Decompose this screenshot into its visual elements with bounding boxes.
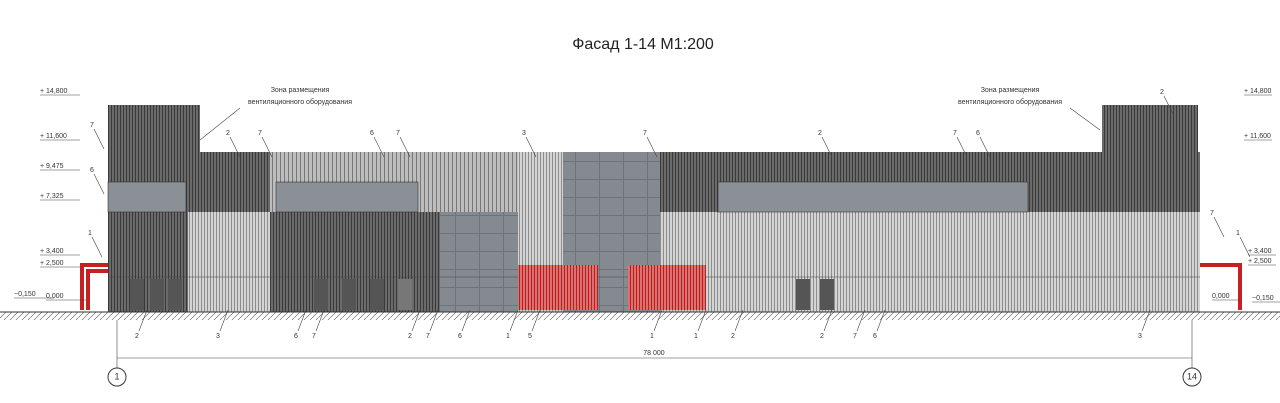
callout: 2 <box>820 333 824 340</box>
callout: 6 <box>294 333 298 340</box>
level-mark: + 14,800 <box>1244 88 1272 95</box>
callout: 2 <box>1160 89 1164 96</box>
building <box>0 105 1280 320</box>
callout: 6 <box>873 333 877 340</box>
leader <box>821 136 833 158</box>
leader <box>1239 236 1251 258</box>
leader <box>823 309 833 332</box>
level-mark: + 14,800 <box>40 88 68 95</box>
leader <box>93 128 105 150</box>
leader <box>697 309 707 332</box>
callout: 7 <box>643 130 647 137</box>
leader <box>199 107 241 141</box>
leader <box>1213 216 1225 238</box>
callout: 2 <box>135 333 139 340</box>
leader <box>93 173 105 195</box>
callout: 2 <box>818 130 822 137</box>
callout: 6 <box>370 130 374 137</box>
callout: 6 <box>976 130 980 137</box>
note: вентиляционного оборудования <box>958 98 1062 106</box>
leader <box>461 309 471 332</box>
leader <box>509 309 519 332</box>
callout: 6 <box>458 333 462 340</box>
callout: 7 <box>853 333 857 340</box>
level-mark: + 2,500 <box>1248 258 1272 265</box>
callout: 2 <box>731 333 735 340</box>
note: вентиляционного оборудования <box>248 98 352 106</box>
callout: 7 <box>426 333 430 340</box>
callout: 1 <box>694 333 698 340</box>
leader <box>229 136 241 158</box>
callout: 7 <box>90 122 94 129</box>
leader <box>1141 309 1151 332</box>
note: Зона размещения <box>981 87 1040 94</box>
level-mark: + 2,500 <box>40 260 64 267</box>
dimension-line <box>107 320 1202 387</box>
dimension-label: 78 000 <box>643 350 665 357</box>
callout: 1 <box>650 333 654 340</box>
leader <box>399 136 411 158</box>
callout: 7 <box>396 130 400 137</box>
leader <box>138 309 148 332</box>
drawing-title: Фасад 1-14 М1:200 <box>572 36 714 53</box>
callout: 7 <box>312 333 316 340</box>
callout: 3 <box>1138 333 1142 340</box>
level-mark: + 9,475 <box>40 163 64 170</box>
leader <box>979 136 991 158</box>
callout: 7 <box>258 130 262 137</box>
leader <box>1069 107 1101 131</box>
note: Зона размещения <box>271 87 330 94</box>
callout: 3 <box>522 130 526 137</box>
callout: 5 <box>528 333 532 340</box>
axis-label: 1 <box>114 371 119 381</box>
callout: 1 <box>506 333 510 340</box>
callout: 6 <box>90 167 94 174</box>
level-mark: + 11,600 <box>40 133 67 140</box>
callout: 2 <box>226 130 230 137</box>
level-mark: −0,150 <box>14 291 36 298</box>
axis-label: 14 <box>1187 371 1197 381</box>
level-mark: 0,000 <box>1212 293 1230 300</box>
leader <box>531 309 541 332</box>
callout: 2 <box>408 333 412 340</box>
leader <box>219 309 229 332</box>
leader <box>1163 95 1175 117</box>
callout: 7 <box>1210 210 1214 217</box>
leader <box>373 136 385 158</box>
leader <box>315 309 325 332</box>
leader <box>297 309 307 332</box>
level-mark: 0,000 <box>46 293 64 300</box>
leader <box>261 136 273 158</box>
leader <box>734 309 744 332</box>
callout: 3 <box>216 333 220 340</box>
leader <box>646 136 658 158</box>
leader <box>411 309 421 332</box>
callout: 1 <box>88 230 92 237</box>
leader <box>653 309 663 332</box>
leader <box>525 136 537 158</box>
leader <box>91 236 103 258</box>
leader <box>876 309 886 332</box>
level-mark: + 3,400 <box>40 248 64 255</box>
leader <box>429 309 439 332</box>
level-mark: −0,150 <box>1252 295 1274 302</box>
level-mark: + 7,325 <box>40 193 64 200</box>
callout: 1 <box>1236 230 1240 237</box>
leader <box>956 136 968 158</box>
level-mark: + 3,400 <box>1248 248 1272 255</box>
leader <box>856 309 866 332</box>
callout: 7 <box>953 130 957 137</box>
level-mark: + 11,600 <box>1244 133 1271 140</box>
